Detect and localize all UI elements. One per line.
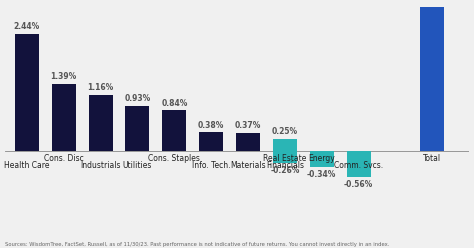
Bar [126, 106, 149, 151]
Bar [346, 151, 371, 177]
Text: Real Estate: Real Estate [263, 154, 307, 163]
Text: Financials: Financials [266, 161, 304, 170]
Text: 2.44%: 2.44% [14, 22, 40, 31]
Text: 1.39%: 1.39% [51, 72, 77, 81]
Text: 0.38%: 0.38% [198, 121, 224, 129]
Bar [199, 132, 223, 151]
Text: Health Care: Health Care [4, 161, 50, 170]
Text: Utilities: Utilities [123, 161, 152, 170]
Bar [273, 151, 297, 163]
Bar [15, 34, 39, 151]
Text: Comm. Svcs.: Comm. Svcs. [334, 161, 383, 170]
Bar [89, 95, 112, 151]
Text: 0.25%: 0.25% [272, 127, 298, 136]
Bar [236, 133, 260, 151]
Text: Cons. Staples: Cons. Staples [148, 154, 200, 163]
Text: Sources: WisdomTree, FactSet, Russell, as of 11/30/23. Past performance is not i: Sources: WisdomTree, FactSet, Russell, a… [5, 242, 389, 247]
Text: Materials: Materials [230, 161, 266, 170]
Bar [310, 151, 334, 167]
Text: 0.37%: 0.37% [235, 121, 261, 130]
Bar [273, 139, 297, 151]
Text: 0.93%: 0.93% [124, 94, 151, 103]
Text: Industrials: Industrials [81, 161, 121, 170]
Text: -0.34%: -0.34% [307, 170, 337, 179]
Text: Energy: Energy [309, 154, 335, 163]
Text: 1.16%: 1.16% [88, 83, 114, 92]
Bar [162, 110, 186, 151]
Text: Cons. Disc: Cons. Disc [44, 154, 83, 163]
Text: 0.84%: 0.84% [161, 99, 188, 108]
Bar [420, 0, 444, 151]
Text: -0.56%: -0.56% [344, 180, 374, 189]
Text: Total: Total [423, 154, 441, 163]
Text: Info. Tech.: Info. Tech. [192, 161, 230, 170]
Bar [52, 84, 76, 151]
Text: -0.26%: -0.26% [270, 166, 300, 175]
